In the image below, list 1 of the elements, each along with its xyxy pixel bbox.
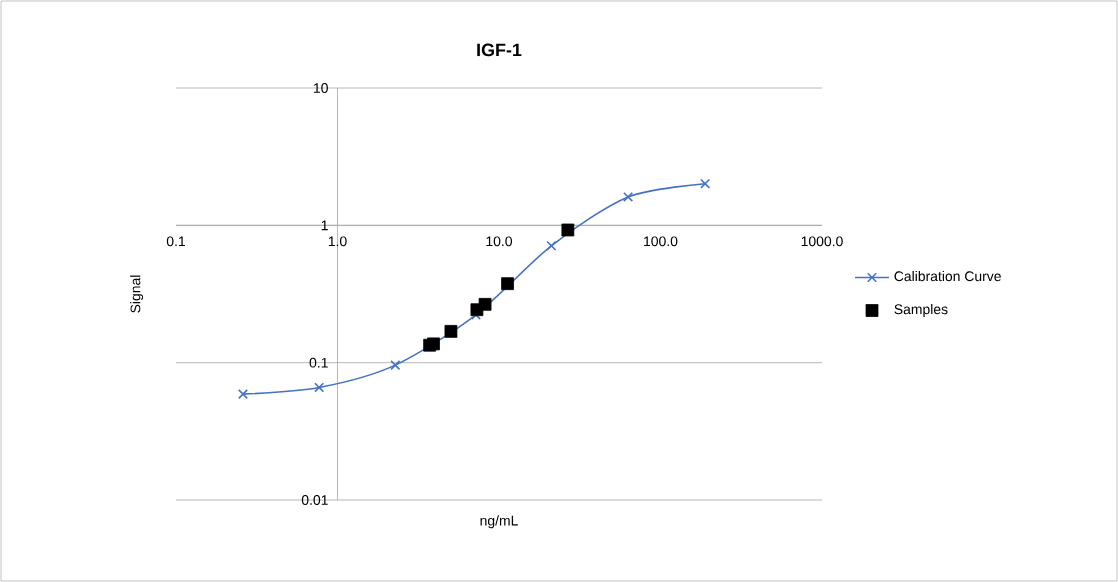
chart-title: IGF-1 xyxy=(477,43,522,57)
